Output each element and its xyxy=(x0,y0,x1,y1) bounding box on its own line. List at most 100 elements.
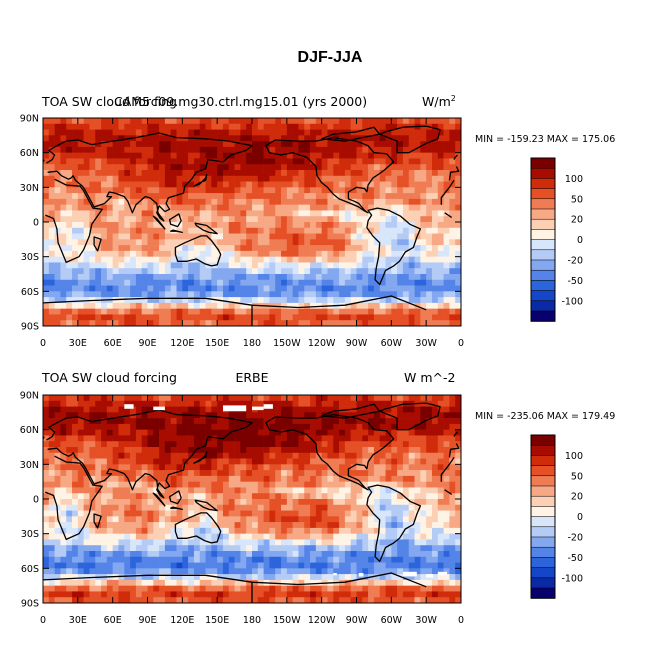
heatmap-cell xyxy=(211,129,218,136)
heatmap-cell xyxy=(327,447,334,454)
heatmap-cell xyxy=(112,527,119,534)
heatmap-cell xyxy=(414,447,421,454)
heatmap-cell xyxy=(159,164,166,171)
heatmap-cell xyxy=(431,499,439,506)
heatmap-cell xyxy=(269,510,276,517)
heatmap-cell xyxy=(141,395,148,402)
heatmap-cell xyxy=(124,175,131,182)
heatmap-cell xyxy=(449,222,456,229)
heatmap-cell xyxy=(170,574,177,581)
heatmap-cell xyxy=(130,164,137,171)
heatmap-cell xyxy=(176,158,183,165)
heatmap-cell xyxy=(188,551,195,558)
heatmap-cell xyxy=(431,320,439,327)
heatmap-cell xyxy=(66,574,73,581)
heatmap-cell xyxy=(54,527,61,534)
heatmap-cell xyxy=(228,227,235,234)
heatmap-cell xyxy=(402,412,410,419)
heatmap-cell xyxy=(95,556,102,563)
heatmap-cell xyxy=(356,146,363,153)
heatmap-cell xyxy=(176,222,183,229)
heatmap-cell xyxy=(118,152,125,159)
heatmap-cell xyxy=(263,227,270,234)
heatmap-cell xyxy=(269,504,276,511)
heatmap-cell xyxy=(257,481,264,488)
heatmap-cell xyxy=(72,274,79,281)
heatmap-cell xyxy=(205,302,212,309)
heatmap-cell xyxy=(402,302,410,309)
heatmap-cell xyxy=(77,493,84,500)
heatmap-cell xyxy=(275,516,282,523)
heatmap-cell xyxy=(205,164,212,171)
heatmap-cell xyxy=(304,400,311,407)
heatmap-cell xyxy=(344,320,351,327)
heatmap-cell xyxy=(118,170,125,177)
heatmap-cell xyxy=(321,233,328,240)
heatmap-cell xyxy=(170,239,177,246)
heatmap-cell xyxy=(188,193,195,200)
heatmap-cell xyxy=(257,551,264,558)
heatmap-cell xyxy=(130,256,137,263)
heatmap-cell xyxy=(385,164,392,171)
heatmap-cell xyxy=(101,533,108,540)
heatmap-cell xyxy=(298,175,305,182)
heatmap-cell xyxy=(431,233,439,240)
heatmap-cell xyxy=(379,222,386,229)
heatmap-cell xyxy=(153,516,160,523)
heatmap-cell xyxy=(310,308,317,315)
heatmap-cell xyxy=(275,181,282,188)
heatmap-cell xyxy=(77,129,84,136)
heatmap-cell xyxy=(89,545,96,552)
heatmap-cell xyxy=(217,412,224,419)
heatmap-cell xyxy=(373,493,381,500)
heatmap-cell xyxy=(106,522,113,529)
heatmap-cell xyxy=(310,406,317,413)
heatmap-cell xyxy=(66,279,73,286)
heatmap-cell xyxy=(420,291,427,298)
heatmap-cell xyxy=(286,302,293,309)
heatmap-cell xyxy=(60,522,67,529)
heatmap-cell xyxy=(205,406,212,413)
heatmap-cell xyxy=(164,400,172,407)
heatmap-cell xyxy=(321,499,328,506)
heatmap-cell xyxy=(344,181,351,188)
heatmap-cell xyxy=(95,481,102,488)
heatmap-cell xyxy=(130,418,137,425)
heatmap-cell xyxy=(118,556,125,563)
heatmap-cell xyxy=(83,204,90,211)
heatmap-cell xyxy=(321,250,328,257)
heatmap-cell xyxy=(141,400,148,407)
y-tick-label: 30N xyxy=(20,183,39,194)
heatmap-cell xyxy=(83,504,90,511)
heatmap-cell xyxy=(286,441,293,448)
heatmap-cell xyxy=(431,175,439,182)
heatmap-cell xyxy=(286,135,293,142)
heatmap-cell xyxy=(344,314,351,321)
heatmap-cell xyxy=(66,164,73,171)
heatmap-cell xyxy=(193,551,201,558)
heatmap-cell xyxy=(246,297,253,304)
heatmap-cell xyxy=(379,268,386,275)
heatmap-cell xyxy=(408,146,415,153)
heatmap-cell xyxy=(222,533,230,540)
heatmap-cell xyxy=(112,452,119,459)
heatmap-cell xyxy=(443,493,450,500)
heatmap-cell xyxy=(182,291,189,298)
heatmap-cell xyxy=(408,464,415,471)
heatmap-cell xyxy=(222,250,230,257)
heatmap-cell xyxy=(292,464,299,471)
heatmap-cell xyxy=(66,320,73,327)
heatmap-cell xyxy=(211,204,218,211)
heatmap-cell xyxy=(199,574,206,581)
heatmap-cell xyxy=(275,164,282,171)
heatmap-cell xyxy=(263,412,270,419)
heatmap-cell xyxy=(95,279,102,286)
heatmap-cell xyxy=(159,516,166,523)
heatmap-cell xyxy=(263,464,270,471)
heatmap-cell xyxy=(356,285,363,292)
heatmap-cell xyxy=(414,539,421,546)
heatmap-cell xyxy=(222,262,230,269)
heatmap-cell xyxy=(368,320,375,327)
heatmap-cell xyxy=(252,562,259,569)
heatmap-cell xyxy=(112,222,119,229)
